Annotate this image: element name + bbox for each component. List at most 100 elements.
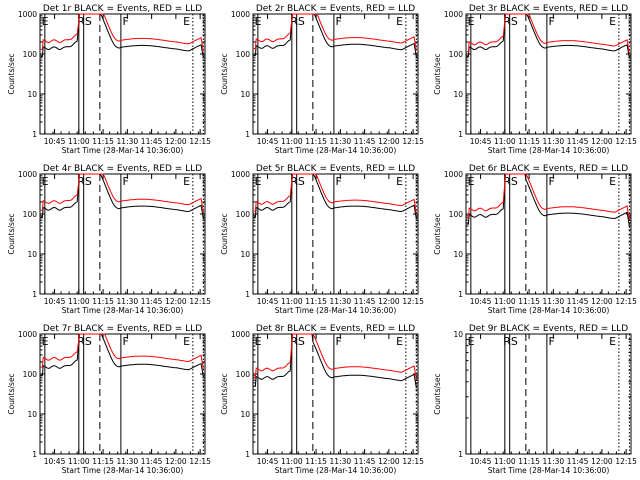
event-marker-label: RS: [290, 15, 305, 28]
x-tick-label: 11:00: [494, 297, 516, 306]
event-marker-label: F: [336, 175, 342, 188]
y-tick-label: 10: [27, 410, 37, 419]
series-events-line: [40, 333, 204, 378]
x-tick-label: 11:30: [330, 297, 352, 306]
x-tick-label: 11:30: [117, 457, 139, 466]
x-tick-label: 12:00: [591, 297, 613, 306]
x-tick-label: 12:15: [402, 137, 424, 146]
plot-frame: [465, 333, 632, 455]
y-tick-label: 10: [453, 250, 463, 259]
x-tick-label: 12:00: [165, 137, 187, 146]
x-tick-label: 11:30: [543, 137, 565, 146]
y-tick-label: 1: [458, 450, 463, 459]
panel-7: Det 7r BLACK = Events, RED = LLD 1 10 100 10…: [7, 324, 211, 475]
x-tick-label: 12:15: [402, 457, 424, 466]
y-tick-label: 1: [32, 290, 37, 299]
y-tick-label: 10: [240, 410, 250, 419]
panel-2: Det 2r BLACK = Events, RED = LLD 1 10 100 10…: [220, 4, 424, 155]
x-tick-label: 11:00: [494, 137, 516, 146]
y-tick-label: 100: [23, 210, 38, 219]
event-marker-label: F: [336, 335, 342, 348]
plot-frame: [39, 13, 206, 135]
y-axis-label: Counts/sec: [433, 53, 442, 94]
event-marker-label: E: [42, 15, 49, 28]
y-tick-label: 10: [453, 330, 463, 339]
event-marker-label: RS: [77, 175, 92, 188]
x-tick-label: 10:45: [257, 137, 279, 146]
panel-1: Det 1r BLACK = Events, RED = LLD 1 10 100 10…: [7, 4, 211, 155]
event-marker-label: F: [549, 15, 555, 28]
plot-frame: [252, 333, 419, 455]
x-tick-label: 11:45: [567, 297, 589, 306]
y-tick-label: 1: [32, 130, 37, 139]
plot-frame: [252, 173, 419, 295]
x-axis-label: Start Time (28-Mar-14 10:36:00): [275, 146, 397, 155]
event-marker-label: E: [609, 175, 616, 188]
y-axis-label: Counts/sec: [220, 53, 229, 94]
series-lld-line: [253, 173, 417, 214]
x-tick-label: 12:00: [378, 457, 400, 466]
plot-frame: [465, 173, 632, 295]
event-marker-label: RS: [290, 175, 305, 188]
x-tick-label: 11:30: [117, 137, 139, 146]
x-tick-label: 12:00: [591, 137, 613, 146]
event-marker-label: E: [396, 175, 403, 188]
series-lld-line: [40, 13, 204, 52]
x-tick-label: 12:15: [615, 297, 637, 306]
y-tick-label: 1: [245, 290, 250, 299]
x-tick-label: 12:00: [378, 137, 400, 146]
series-events-line: [466, 13, 630, 59]
x-axis-label: Start Time (28-Mar-14 10:36:00): [62, 466, 184, 475]
panel-title: Det 9r BLACK = Events, RED = LLD: [469, 324, 628, 334]
event-marker-label: E: [609, 15, 616, 28]
event-marker-label: E: [255, 15, 262, 28]
x-tick-label: 11:30: [330, 457, 352, 466]
x-tick-label: 11:30: [543, 457, 565, 466]
panel-title: Det 3r BLACK = Events, RED = LLD: [469, 4, 628, 14]
event-marker-label: RS: [503, 335, 518, 348]
x-tick-label: 10:45: [470, 297, 492, 306]
panel-title: Det 6r BLACK = Events, RED = LLD: [469, 164, 628, 174]
panel-4: Det 4r BLACK = Events, RED = LLD 1 10 100 10…: [7, 164, 211, 315]
event-marker-label: E: [468, 15, 475, 28]
x-tick-label: 10:45: [470, 137, 492, 146]
y-axis-label: Counts/sec: [433, 373, 442, 414]
event-marker-label: E: [183, 335, 190, 348]
series-events-line: [253, 13, 417, 58]
x-tick-label: 11:30: [330, 137, 352, 146]
event-marker-label: E: [255, 335, 262, 348]
y-tick-label: 10: [27, 90, 37, 99]
y-tick-label: 1: [245, 450, 250, 459]
event-marker-label: F: [123, 15, 129, 28]
x-axis-label: Start Time (28-Mar-14 10:36:00): [275, 306, 397, 315]
event-marker-label: F: [336, 15, 342, 28]
x-tick-label: 11:45: [141, 297, 163, 306]
panel-8: Det 8r BLACK = Events, RED = LLD 1 10 100 10…: [220, 324, 424, 475]
x-tick-label: 11:00: [281, 137, 303, 146]
series-lld-line: [466, 13, 630, 54]
panel-title: Det 4r BLACK = Events, RED = LLD: [43, 164, 202, 174]
panel-title: Det 5r BLACK = Events, RED = LLD: [256, 164, 415, 174]
event-marker-label: E: [396, 15, 403, 28]
x-tick-label: 12:15: [615, 137, 637, 146]
x-axis-label: Start Time (28-Mar-14 10:36:00): [488, 466, 610, 475]
x-tick-label: 11:15: [92, 297, 114, 306]
event-marker-label: E: [42, 335, 49, 348]
y-tick-label: 1: [458, 290, 463, 299]
x-tick-label: 11:00: [281, 297, 303, 306]
x-tick-label: 11:15: [92, 137, 114, 146]
event-marker-label: E: [183, 15, 190, 28]
plot-frame: [252, 13, 419, 135]
x-tick-label: 12:15: [189, 297, 211, 306]
x-tick-label: 10:45: [470, 457, 492, 466]
x-tick-label: 11:45: [567, 137, 589, 146]
plot-frame: [39, 173, 206, 295]
series-events-line: [253, 333, 417, 389]
series-lld-line: [466, 173, 630, 220]
x-tick-label: 11:45: [354, 137, 376, 146]
x-tick-label: 11:45: [141, 457, 163, 466]
x-axis-label: Start Time (28-Mar-14 10:36:00): [62, 306, 184, 315]
y-tick-label: 100: [449, 210, 464, 219]
y-tick-label: 100: [236, 50, 251, 59]
event-marker-label: E: [255, 175, 262, 188]
